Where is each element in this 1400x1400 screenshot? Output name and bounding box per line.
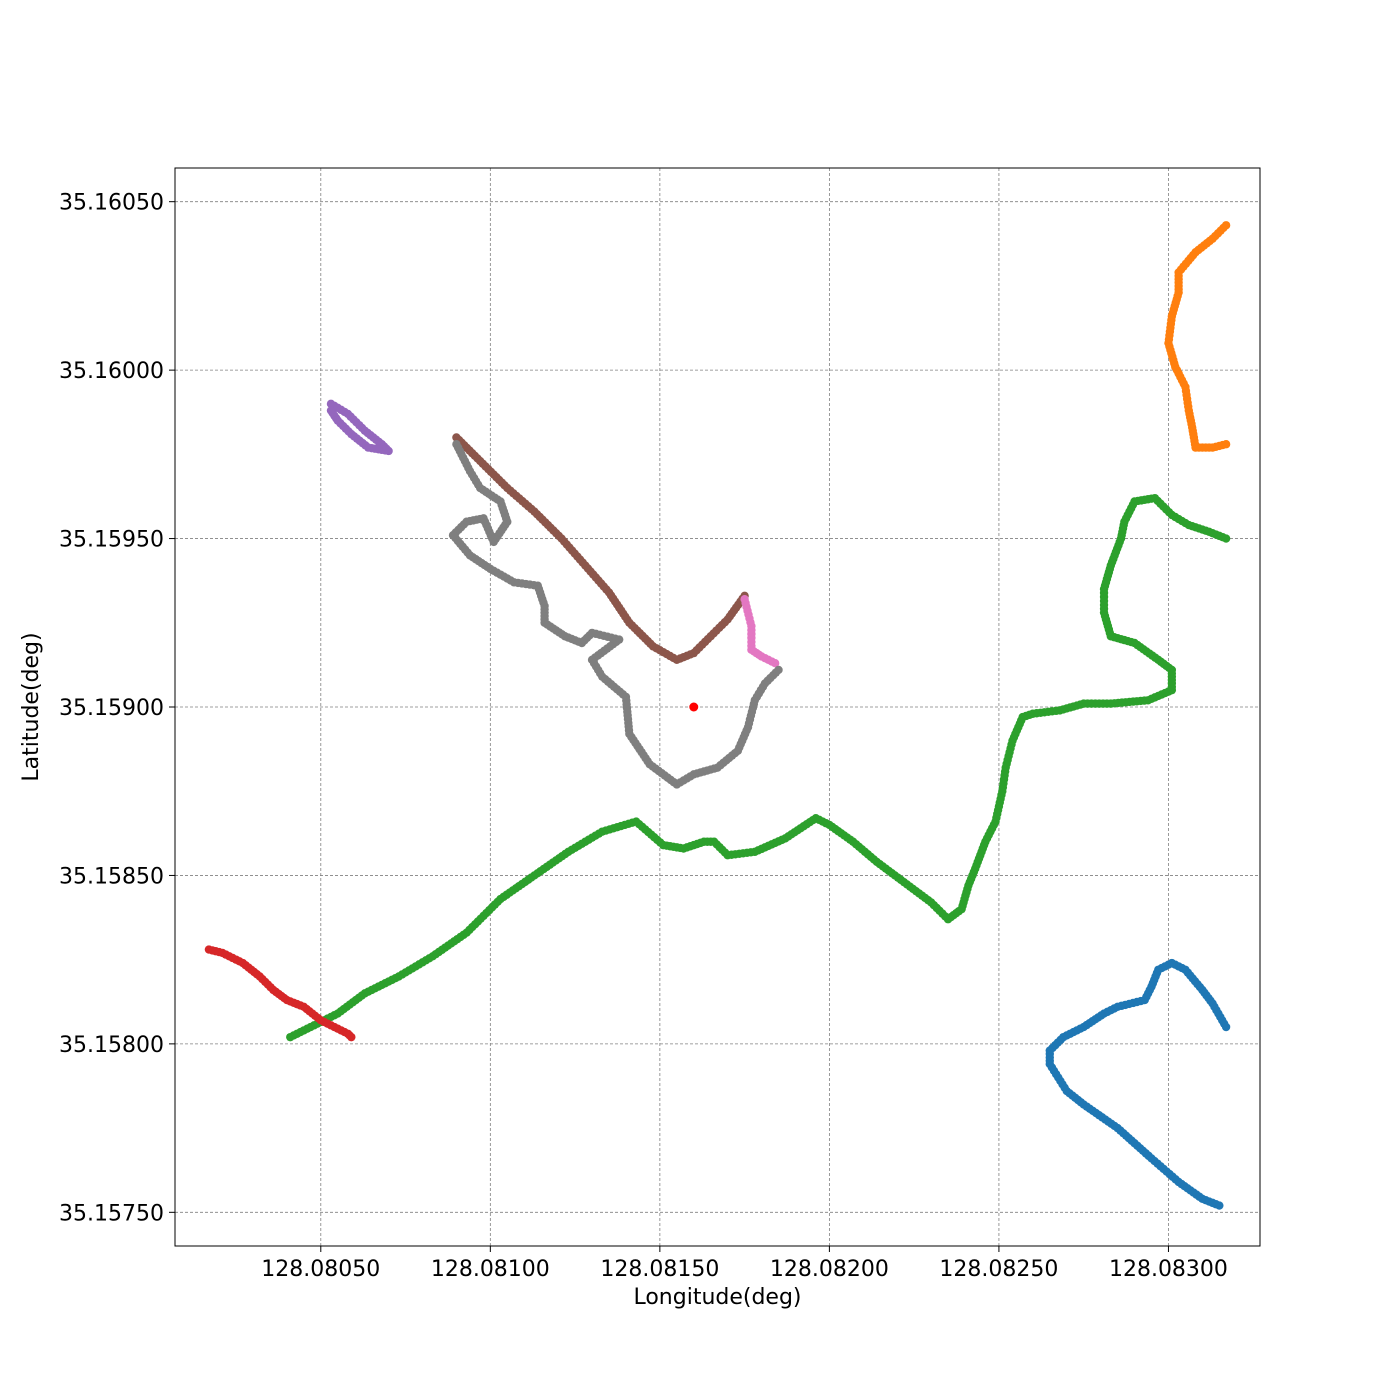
series-1 <box>1164 221 1231 452</box>
x-tick-label: 128.08100 <box>431 1257 550 1282</box>
x-tick-label: 128.08150 <box>600 1257 719 1282</box>
series-7 <box>448 440 783 789</box>
y-tick-label: 35.15950 <box>59 528 164 553</box>
series-2 <box>286 493 1231 1042</box>
data-point <box>770 659 780 668</box>
x-axis: 128.08050 128.08100 128.08150 128.08200 128.… <box>261 1246 1228 1282</box>
series-8 <box>689 702 699 712</box>
data-point <box>347 1032 356 1042</box>
x-tick-label: 128.08200 <box>770 1257 889 1282</box>
y-axis: 35.15750 35.15800 35.15850 35.15900 35.15950… <box>59 191 175 1226</box>
y-tick-label: 35.15750 <box>59 1201 164 1226</box>
y-tick-label: 35.15900 <box>59 696 164 721</box>
y-tick-label: 35.16000 <box>59 359 164 384</box>
x-tick-label: 128.08250 <box>939 1257 1058 1282</box>
data-point <box>774 665 783 675</box>
data-point <box>1221 440 1231 449</box>
x-tick-label: 128.08050 <box>261 1257 380 1282</box>
y-axis-label: Latitude(deg) <box>19 632 44 781</box>
series-6 <box>740 595 780 668</box>
y-tick-label: 35.16050 <box>59 191 164 216</box>
series-3 <box>204 945 356 1042</box>
x-axis-label: Longitude(deg) <box>633 1285 801 1310</box>
data-point <box>286 1032 295 1042</box>
data-point <box>1215 1201 1224 1210</box>
series-0 <box>1045 958 1231 1210</box>
y-tick-label: 35.15850 <box>59 864 164 889</box>
series-layer <box>204 221 1231 1210</box>
series-5 <box>452 433 749 665</box>
grid <box>175 168 1260 1246</box>
y-tick-label: 35.15800 <box>59 1033 164 1058</box>
data-point <box>326 406 336 415</box>
data-point <box>689 702 699 712</box>
x-tick-label: 128.08300 <box>1109 1257 1228 1282</box>
series-4 <box>326 399 393 456</box>
